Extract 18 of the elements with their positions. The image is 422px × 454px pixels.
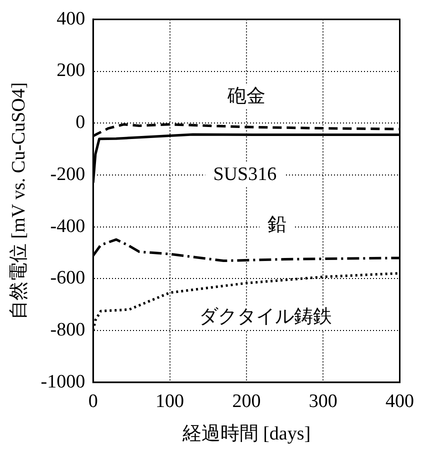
series-label: 砲金 — [226, 86, 266, 108]
x-tick-label: 300 — [308, 390, 338, 412]
y-tick-label: 400 — [56, 8, 86, 30]
y-tick-label: -800 — [50, 320, 86, 341]
series-label: 鉛 — [268, 214, 287, 236]
series-label: SUS316 — [213, 164, 277, 185]
y-tick-label: -600 — [50, 268, 86, 289]
x-tick-label: 400 — [386, 390, 414, 412]
x-tick-label: 200 — [232, 390, 261, 412]
y-tick-label: -200 — [50, 164, 86, 185]
series-label: ダクタイル鋳鉄 — [199, 306, 332, 328]
y-tick-label: -400 — [50, 216, 86, 237]
x-axis-title: 経過時間 [days] — [181, 424, 311, 445]
y-tick-label: 0 — [76, 112, 86, 134]
y-tick-label: -1000 — [40, 371, 86, 392]
x-tick-label: 100 — [156, 390, 184, 412]
y-axis-title: 自然電位 [mV vs. Cu-CuSO4] — [8, 82, 30, 320]
y-tick-label: 200 — [56, 60, 86, 82]
